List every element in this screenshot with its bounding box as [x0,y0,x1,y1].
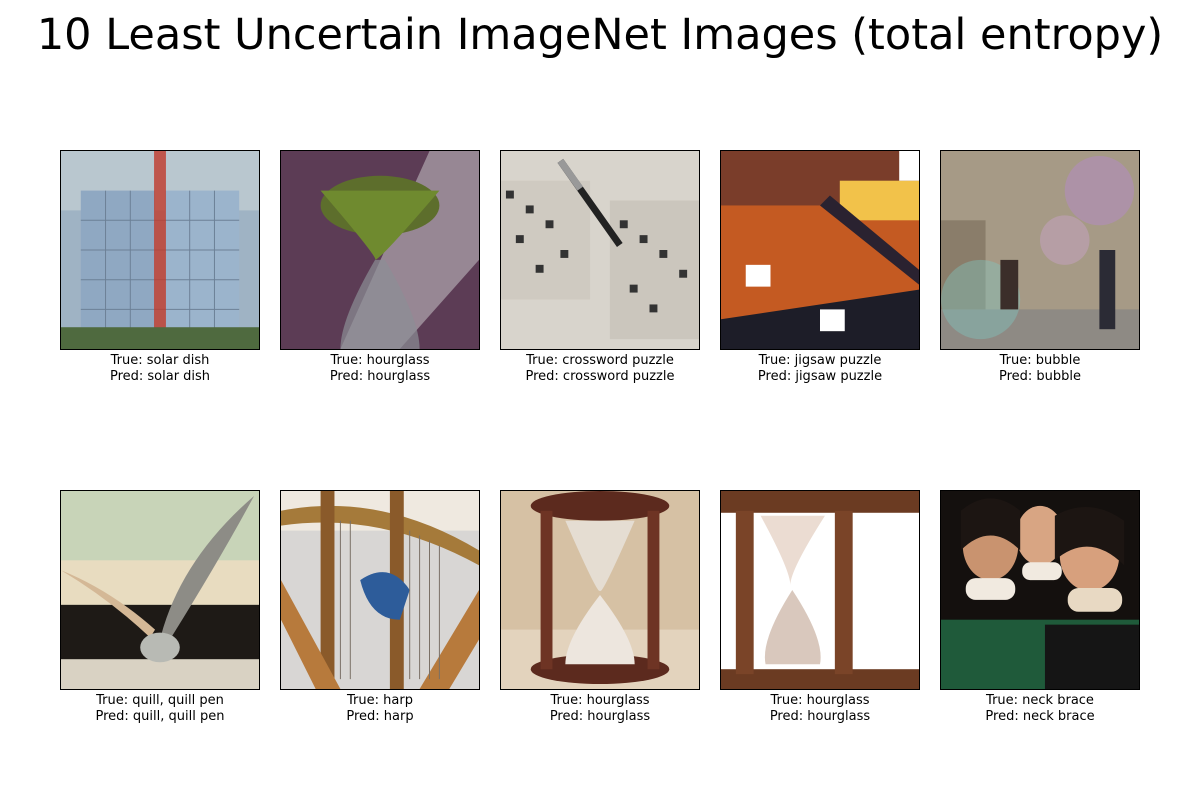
image-caption: True: bubble Pred: bubble [900,353,1180,385]
image-caption: True: solar dish Pred: solar dish [20,353,300,385]
pred-label: Pred: hourglass [769,709,871,724]
image-tile-crossword: True: crossword puzzle Pred: crossword p… [500,150,700,384]
image-crossword [500,150,700,350]
image-tile-hourglass-1: True: hourglass Pred: hourglass [280,150,480,384]
pred-label: Pred: neck brace [985,709,1095,724]
image-caption: True: hourglass Pred: hourglass [240,353,520,385]
image-caption: True: neck brace Pred: neck brace [900,693,1180,725]
image-jigsaw [720,150,920,350]
true-label: True: solar dish [110,353,210,368]
image-hourglass-1 [280,150,480,350]
image-caption: True: jigsaw puzzle Pred: jigsaw puzzle [680,353,960,385]
image-caption: True: harp Pred: harp [240,693,520,725]
image-tile-solar-dish: True: solar dish Pred: solar dish [60,150,260,384]
image-tile-hourglass-3: True: hourglass Pred: hourglass [720,490,920,724]
true-label: True: hourglass [770,693,870,708]
pred-label: Pred: jigsaw puzzle [757,369,883,384]
image-caption: True: hourglass Pred: hourglass [680,693,960,725]
pred-label: Pred: solar dish [109,369,211,384]
true-label: True: hourglass [330,353,430,368]
image-tile-harp: True: harp Pred: harp [280,490,480,724]
image-hourglass-3 [720,490,920,690]
true-label: True: harp [347,693,413,708]
true-label: True: quill, quill pen [96,693,224,708]
image-caption: True: quill, quill pen Pred: quill, quil… [20,693,300,725]
image-neck-brace [940,490,1140,690]
image-hourglass-2 [500,490,700,690]
pred-label: Pred: hourglass [549,709,651,724]
image-quill [60,490,260,690]
true-label: True: crossword puzzle [526,353,674,368]
image-tile-jigsaw: True: jigsaw puzzle Pred: jigsaw puzzle [720,150,920,384]
figure-title: 10 Least Uncertain ImageNet Images (tota… [36,10,1164,60]
true-label: True: neck brace [986,693,1094,708]
image-tile-hourglass-2: True: hourglass Pred: hourglass [500,490,700,724]
image-caption: True: hourglass Pred: hourglass [460,693,740,725]
true-label: True: hourglass [550,693,650,708]
pred-label: Pred: hourglass [329,369,431,384]
pred-label: Pred: bubble [998,369,1082,384]
image-solar-dish [60,150,260,350]
true-label: True: bubble [999,353,1081,368]
image-harp [280,490,480,690]
pred-label: Pred: harp [346,709,414,724]
image-bubble [940,150,1140,350]
pred-label: Pred: quill, quill pen [95,709,225,724]
image-tile-quill: True: quill, quill pen Pred: quill, quil… [60,490,260,724]
pred-label: Pred: crossword puzzle [525,369,675,384]
image-caption: True: crossword puzzle Pred: crossword p… [460,353,740,385]
image-tile-neck-brace: True: neck brace Pred: neck brace [940,490,1140,724]
true-label: True: jigsaw puzzle [758,353,882,368]
image-tile-bubble: True: bubble Pred: bubble [940,150,1140,384]
